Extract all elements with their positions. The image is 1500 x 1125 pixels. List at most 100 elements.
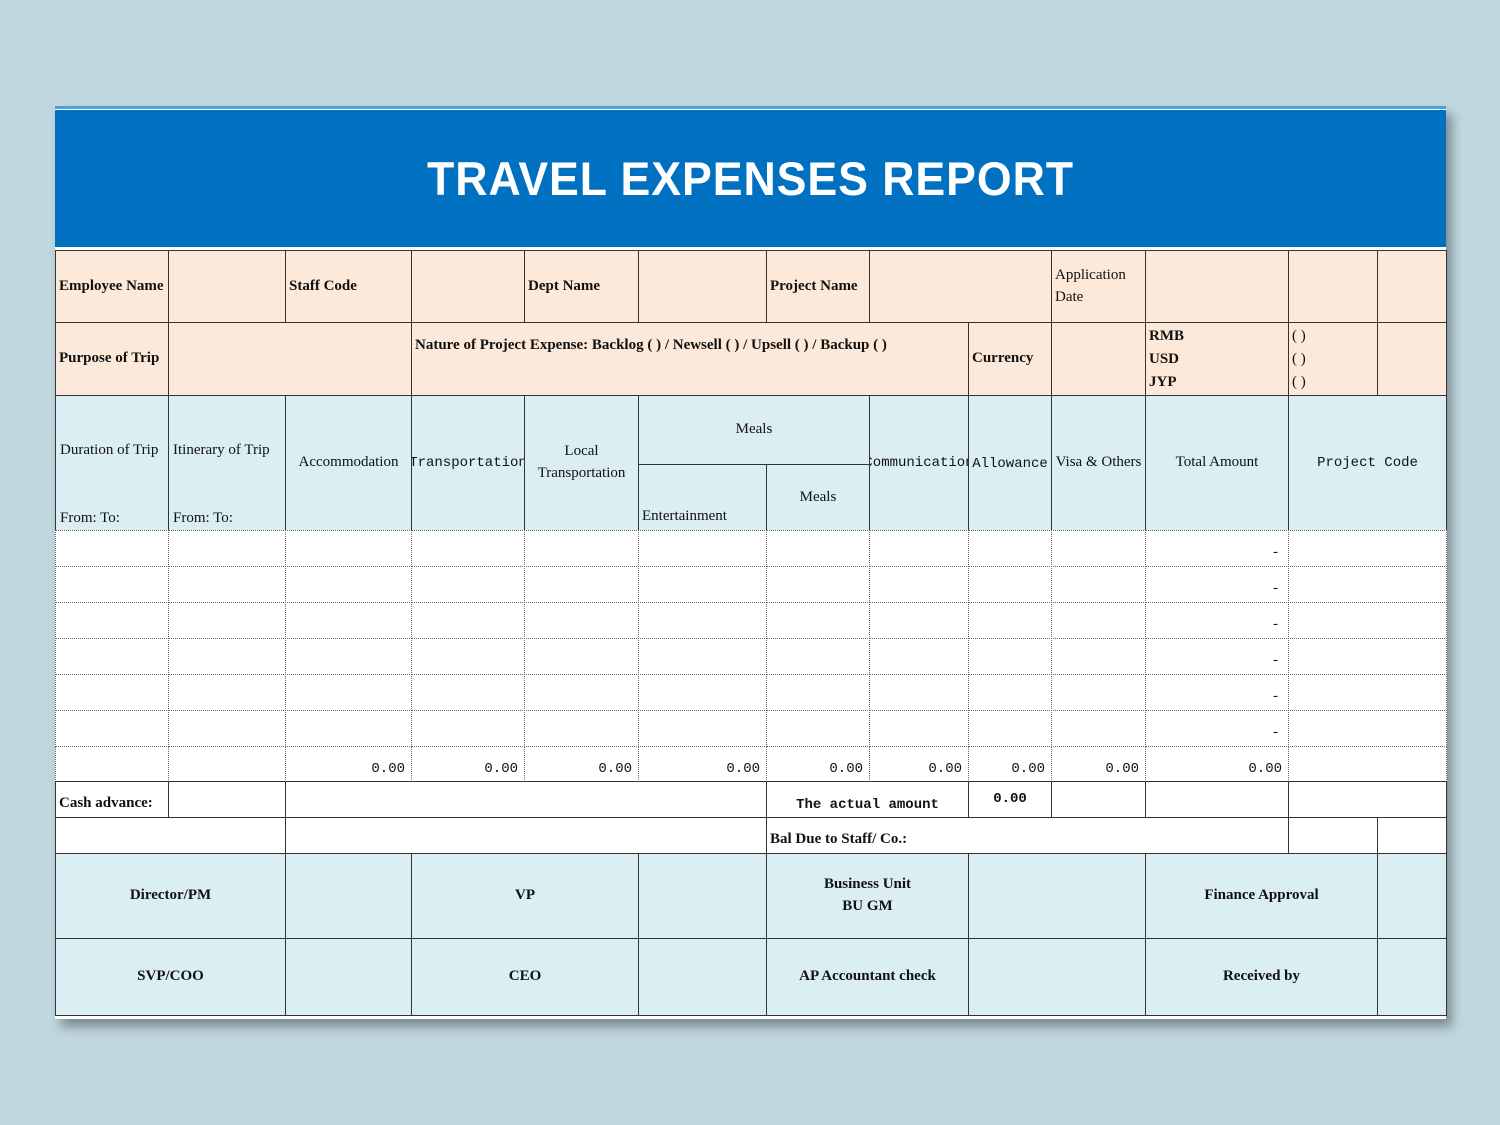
cell bbox=[55, 817, 286, 854]
header-text: Itinerary of Trip bbox=[173, 442, 270, 458]
cell bbox=[285, 781, 767, 818]
label: Cash advance: bbox=[59, 795, 153, 812]
cell-line: RMB bbox=[1149, 327, 1184, 344]
cell bbox=[411, 250, 525, 323]
cell bbox=[1288, 817, 1378, 854]
approval-label: Received by bbox=[1222, 968, 1301, 985]
signature-cell bbox=[285, 938, 412, 1016]
header: Project Code bbox=[1317, 454, 1418, 471]
label: Cash advance: bbox=[55, 781, 169, 818]
data-cell bbox=[524, 674, 639, 711]
column-total: 0.00 bbox=[1248, 760, 1282, 777]
column-total: 0.00 bbox=[869, 746, 969, 782]
approval-label: Director/PM bbox=[55, 853, 286, 939]
data-cell bbox=[411, 566, 525, 603]
data-cell bbox=[411, 638, 525, 675]
data-cell bbox=[766, 638, 870, 675]
cell bbox=[1377, 250, 1447, 323]
header-text: From: To: bbox=[173, 510, 233, 527]
approval-label: Received by bbox=[1145, 938, 1378, 1016]
column-total: 0.00 bbox=[285, 746, 412, 782]
row-total: - bbox=[1145, 566, 1289, 603]
header-text: Duration of Trip bbox=[60, 442, 159, 458]
data-cell bbox=[1051, 638, 1146, 675]
data-cell bbox=[168, 602, 286, 639]
cell bbox=[168, 322, 412, 396]
label: Currency bbox=[968, 322, 1052, 396]
data-cell bbox=[1051, 674, 1146, 711]
data-cell bbox=[869, 638, 969, 675]
data-cell bbox=[285, 710, 412, 747]
column-total: 0.00 bbox=[1145, 746, 1289, 782]
data-cell bbox=[1288, 566, 1447, 603]
label: Employee Name bbox=[55, 250, 169, 323]
header: Meals bbox=[638, 395, 870, 465]
data-cell bbox=[638, 566, 767, 603]
data-cell bbox=[1288, 710, 1447, 747]
data-cell bbox=[524, 566, 639, 603]
approval-label: VP bbox=[515, 887, 535, 904]
data-cell bbox=[285, 674, 412, 711]
label: Dept Name bbox=[528, 277, 601, 294]
cell bbox=[869, 250, 1052, 323]
approval-label: Finance Approval bbox=[1145, 853, 1378, 939]
approval-label: Business Unit BU GM bbox=[766, 853, 969, 939]
cell bbox=[1051, 322, 1146, 396]
data-cell bbox=[968, 638, 1052, 675]
data-cell bbox=[869, 602, 969, 639]
header: Transportation bbox=[411, 454, 525, 471]
data-cell bbox=[1051, 530, 1146, 567]
data-cell bbox=[766, 530, 870, 567]
approval-label: AP Accountant check bbox=[799, 968, 936, 985]
label: Bal Due to Staff/ Co.: bbox=[766, 817, 1289, 854]
data-cell bbox=[55, 530, 169, 567]
currency-list: RMB USD JYP bbox=[1145, 322, 1289, 396]
label: Application Date bbox=[1051, 250, 1146, 323]
label: Application Date bbox=[1055, 266, 1126, 305]
cell bbox=[168, 746, 286, 782]
data-cell bbox=[168, 530, 286, 567]
cell bbox=[638, 250, 767, 323]
header: Allowance bbox=[968, 395, 1052, 531]
header: Communication bbox=[869, 395, 969, 531]
label: The actual amount bbox=[766, 781, 969, 818]
header: Local Transportation bbox=[537, 443, 626, 481]
column-total: 0.00 bbox=[638, 746, 767, 782]
data-cell bbox=[1051, 602, 1146, 639]
signature-cell bbox=[638, 853, 767, 939]
approval-label: SVP/COO bbox=[137, 968, 204, 985]
signature-cell bbox=[1377, 853, 1447, 939]
actual-value: 0.00 bbox=[968, 781, 1052, 818]
data-cell bbox=[168, 674, 286, 711]
header: Project Code bbox=[1288, 395, 1447, 531]
data-cell bbox=[411, 710, 525, 747]
data-cell bbox=[766, 602, 870, 639]
cell-line: ( ) bbox=[1292, 350, 1306, 367]
data-cell bbox=[869, 710, 969, 747]
data-cell bbox=[285, 530, 412, 567]
signature-cell bbox=[968, 853, 1146, 939]
header: Visa & Others bbox=[1055, 454, 1142, 470]
data-cell bbox=[766, 710, 870, 747]
approval-label: SVP/COO bbox=[55, 938, 286, 1016]
data-cell bbox=[638, 674, 767, 711]
row-total: - bbox=[1273, 688, 1278, 705]
data-cell bbox=[285, 566, 412, 603]
signature-cell bbox=[968, 938, 1146, 1016]
column-total: 0.00 bbox=[524, 746, 639, 782]
signature-cell bbox=[638, 938, 767, 1016]
data-cell bbox=[1051, 566, 1146, 603]
data-cell bbox=[968, 710, 1052, 747]
title-banner: TRAVEL EXPENSES REPORT bbox=[55, 110, 1446, 247]
row-total: - bbox=[1273, 724, 1278, 741]
data-cell bbox=[524, 638, 639, 675]
data-cell bbox=[638, 638, 767, 675]
cell bbox=[1051, 781, 1146, 818]
data-cell bbox=[55, 710, 169, 747]
row-total: - bbox=[1145, 602, 1289, 639]
label: The actual amount bbox=[796, 796, 939, 813]
header: Allowance bbox=[972, 456, 1048, 472]
data-cell bbox=[766, 566, 870, 603]
data-cell bbox=[638, 710, 767, 747]
